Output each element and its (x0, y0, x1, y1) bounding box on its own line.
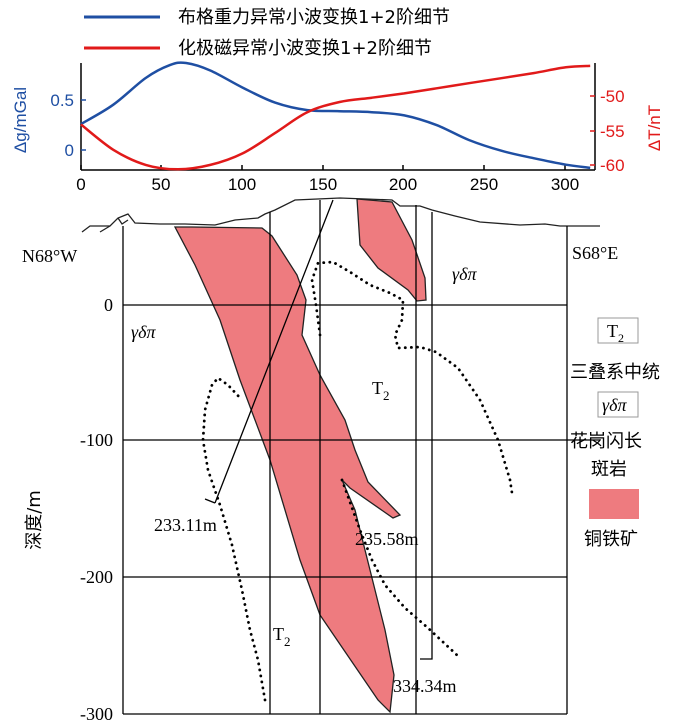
borehole-depth-label-1: 233.11m (154, 515, 217, 535)
legend-t2-symbol-main: T (607, 321, 618, 341)
section-legend: T2 三叠系中统 γδπ 花岗闪长 斑岩 铜铁矿 (570, 317, 660, 550)
depth-axis-label: 深度/m (24, 490, 45, 550)
unit-label-t2-bottom-sub: 2 (284, 634, 291, 649)
unit-label-t2-mid: T2 (372, 378, 390, 403)
depth-tick-0: 0 (104, 295, 113, 315)
legend-granite-symbol: γδπ (602, 395, 627, 415)
surface-topography (81, 197, 600, 233)
depth-tick-minus200: -200 (80, 567, 113, 587)
x-tick-label-300: 300 (551, 175, 579, 194)
direction-left-label: N68°W (22, 246, 77, 266)
contact-dotted-left (201, 376, 267, 702)
unit-label-t2-bottom-symbol: T (273, 624, 284, 644)
ore-body-upper-right (356, 198, 427, 302)
legend-granite-label-line2: 斑岩 (591, 459, 627, 480)
x-tick-label-200: 200 (389, 175, 417, 194)
y-right-tick-label-minus60: -60 (600, 156, 625, 175)
depth-tick-minus100: -100 (80, 430, 113, 450)
legend-t2-label: 三叠系中统 (570, 362, 660, 383)
y-left-tick-label-0: 0 (65, 141, 74, 160)
unit-label-granite-left: γδπ (131, 322, 156, 342)
borehole-depth-label-3: 334.34m (393, 676, 457, 696)
magnetic-series-line (80, 64, 591, 171)
unit-label-t2-mid-sub: 2 (383, 388, 390, 403)
chart-legend: 布格重力异常小波变换1+2阶细节 化极磁异常小波变换1+2阶细节 (84, 7, 450, 59)
legend-t2-symbol: T2 (607, 321, 624, 345)
y-right-ticks: -50 -55 -60 ΔT/nT (590, 87, 664, 175)
x-tick-label-50: 50 (152, 175, 171, 194)
unit-label-granite-right: γδπ (452, 264, 477, 284)
direction-right-label: S68°E (572, 243, 618, 263)
x-tick-label-100: 100 (228, 175, 256, 194)
borehole-depth-label-2: 235.58m (355, 529, 419, 549)
borehole-vertical-4 (420, 212, 433, 660)
x-tick-label-250: 250 (470, 175, 498, 194)
y-right-axis-label: ΔT/nT (645, 105, 664, 151)
surface-notch (99, 217, 129, 233)
depth-tick-minus300: -300 (80, 704, 113, 724)
x-tick-label-150: 150 (309, 175, 337, 194)
borehole-inclined-1 (214, 199, 334, 504)
unit-label-t2-mid-symbol: T (372, 378, 383, 398)
y-left-tick-label-0.5: 0.5 (50, 91, 74, 110)
legend-gravity-label: 布格重力异常小波变换1+2阶细节 (178, 7, 450, 28)
y-left-axis-label: Δg/mGal (11, 87, 30, 153)
y-right-tick-label-minus50: -50 (600, 87, 625, 106)
legend-t2-symbol-sub: 2 (618, 331, 624, 345)
legend-ore-label: 铜铁矿 (584, 529, 638, 550)
x-ticks: 0 50 100 150 200 250 300 (76, 165, 579, 194)
ore-body-main (173, 226, 402, 714)
unit-label-t2-bottom: T2 (273, 624, 291, 649)
legend-t2-box (597, 317, 639, 344)
contact-dotted-right (310, 260, 514, 495)
gravity-series-line (80, 61, 591, 170)
legend-granite-box (597, 391, 639, 418)
legend-granite-label-line1: 花岗闪长 (570, 431, 642, 452)
y-left-ticks: 0.5 0 Δg/mGal (11, 87, 86, 160)
x-tick-label-0: 0 (76, 175, 85, 194)
legend-magnetic-label: 化极磁异常小波变换1+2阶细节 (178, 38, 432, 59)
y-right-tick-label-minus55: -55 (600, 122, 625, 141)
borehole-inclined-1-tail (204, 498, 216, 504)
legend-ore-swatch (589, 489, 639, 519)
